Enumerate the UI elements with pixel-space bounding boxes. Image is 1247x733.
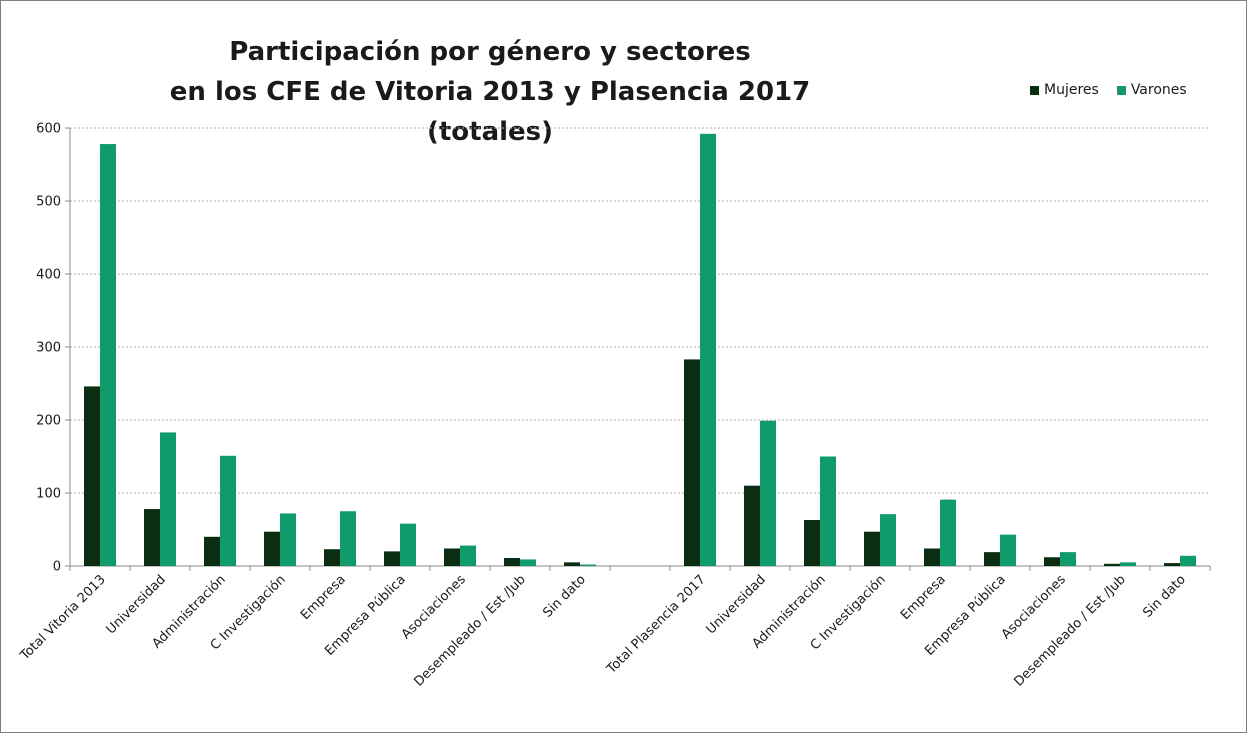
bar-varones-11	[760, 420, 776, 566]
chart-title-line-2: en los CFE de Vitoria 2013 y Plasencia 2…	[169, 77, 811, 147]
x-tick-label-18: Sin dato	[1140, 572, 1188, 620]
chart-title: Participación por género y sectores en l…	[160, 32, 820, 152]
y-tick-label-300: 300	[36, 341, 61, 356]
bar-mujeres-6	[444, 548, 460, 566]
bar-mujeres-7	[504, 557, 520, 566]
y-tick-label-600: 600	[36, 122, 61, 137]
bar-mujeres-8	[564, 562, 580, 566]
chart-title-line-1: Participación por género y sectores	[229, 37, 751, 67]
x-tick-label-8: Sin dato	[540, 572, 588, 620]
bar-mujeres-14	[924, 548, 940, 566]
x-tick-label-17: Desempleado / Est /Jub	[1011, 572, 1128, 689]
bar-mujeres-18	[1164, 563, 1180, 566]
x-tick-label-14: Empresa	[898, 572, 949, 623]
bar-varones-12	[820, 456, 836, 566]
legend-item-varones: Varones	[1116, 82, 1187, 98]
bar-varones-18	[1180, 555, 1196, 566]
bar-mujeres-5	[384, 551, 400, 566]
bar-mujeres-10	[684, 359, 700, 566]
bar-varones-8	[580, 564, 596, 566]
bar-mujeres-11	[744, 485, 760, 566]
bar-varones-17	[1120, 562, 1136, 566]
x-tick-label-0: Total Vitoria 2013	[17, 572, 109, 664]
y-tick-label-0: 0	[53, 560, 61, 575]
legend-swatch-mujeres	[1030, 85, 1039, 95]
x-tick-label-7: Desempleado / Est /Jub	[411, 572, 528, 689]
x-tick-label-1: Universidad	[104, 572, 169, 637]
bar-varones-13	[880, 514, 896, 566]
bar-mujeres-16	[1044, 557, 1060, 566]
chart-legend: Mujeres Varones	[1030, 80, 1187, 100]
bar-varones-0	[100, 144, 116, 566]
legend-item-mujeres: Mujeres	[1030, 82, 1099, 98]
bar-varones-3	[280, 513, 296, 566]
bar-mujeres-4	[324, 549, 340, 566]
bar-mujeres-3	[264, 531, 280, 566]
y-tick-label-100: 100	[36, 487, 61, 502]
bar-varones-10	[700, 133, 716, 566]
legend-swatch-varones	[1116, 85, 1126, 95]
x-tick-label-11: Universidad	[704, 572, 769, 637]
y-tick-label-400: 400	[36, 268, 61, 283]
bar-mujeres-2	[204, 536, 220, 566]
bar-varones-4	[340, 511, 356, 566]
bar-mujeres-15	[984, 552, 1000, 566]
legend-label-varones: Varones	[1130, 82, 1187, 98]
y-tick-label-500: 500	[36, 195, 61, 210]
bar-mujeres-17	[1104, 563, 1120, 566]
y-tick-label-200: 200	[36, 414, 61, 429]
bar-varones-7	[520, 559, 536, 566]
bar-varones-14	[940, 499, 956, 566]
bar-varones-16	[1060, 552, 1076, 566]
bar-varones-2	[220, 455, 236, 566]
legend-label-mujeres: Mujeres	[1044, 82, 1099, 98]
bar-varones-5	[400, 523, 416, 566]
bar-mujeres-13	[864, 531, 880, 566]
bar-varones-6	[460, 545, 476, 566]
bar-mujeres-12	[804, 520, 820, 566]
bar-varones-1	[160, 432, 176, 566]
x-tick-label-4: Empresa	[298, 572, 349, 623]
x-tick-label-10: Total Plasencia 2017	[604, 572, 709, 677]
bar-mujeres-1	[144, 509, 160, 566]
bar-mujeres-0	[84, 386, 100, 566]
bar-varones-15	[1000, 534, 1016, 566]
